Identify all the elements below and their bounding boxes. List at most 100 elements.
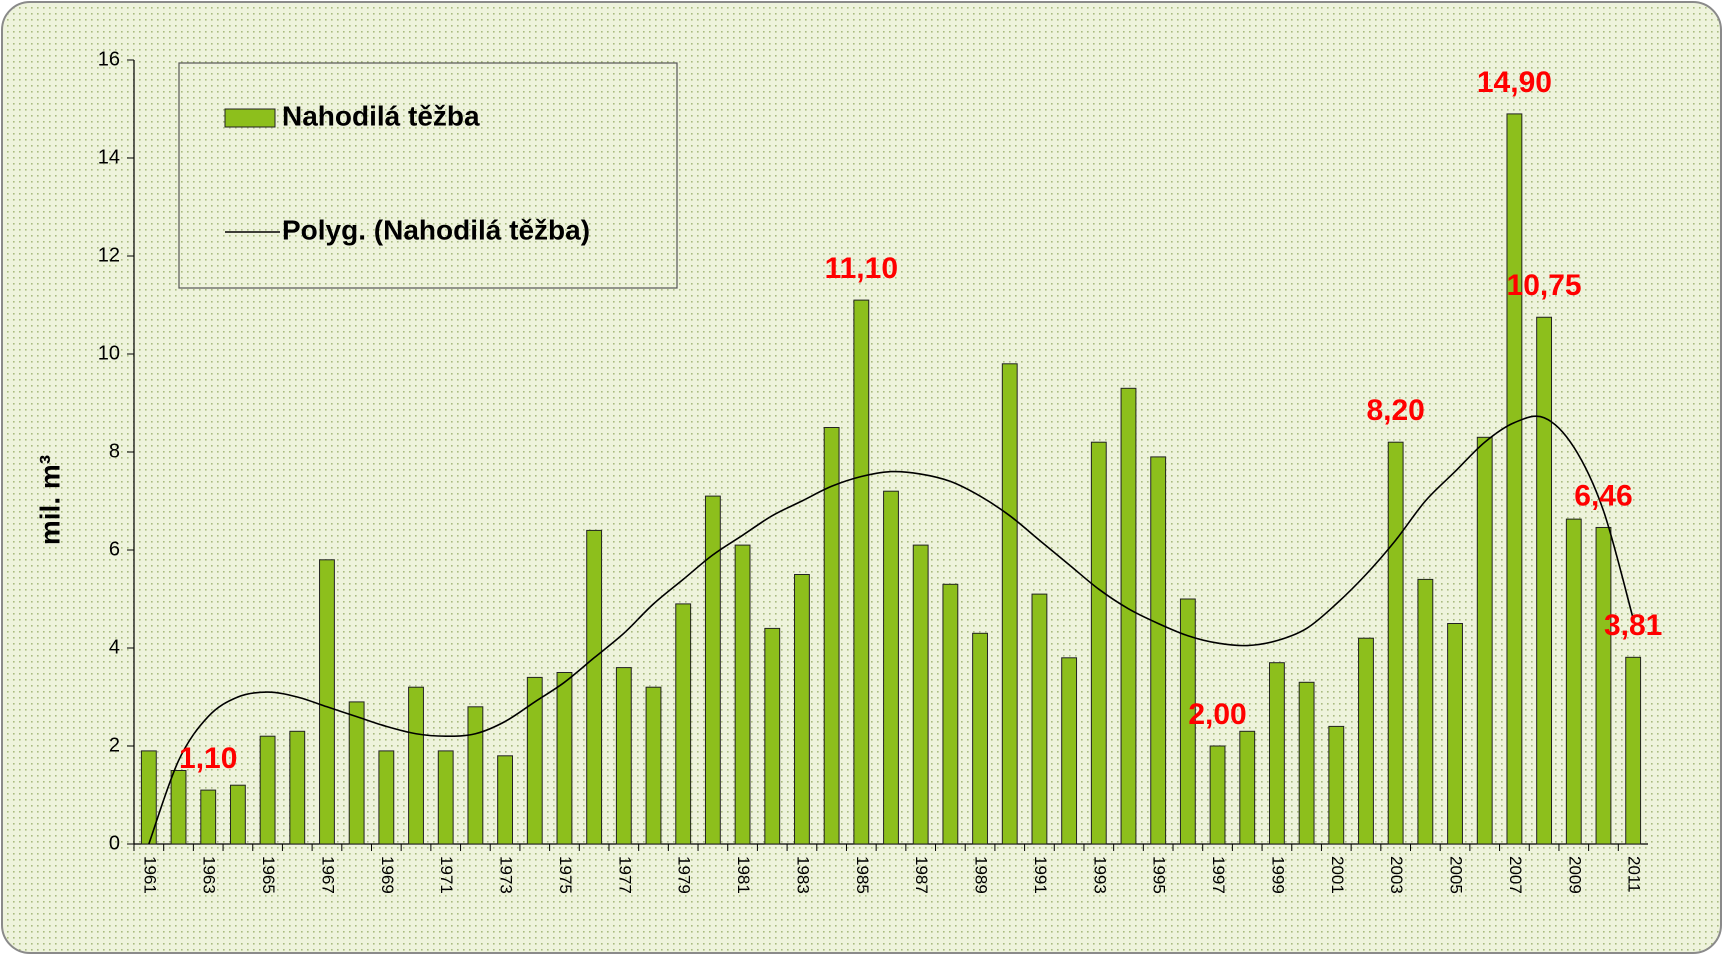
bar [734,544,751,845]
x-tick-label: 1987 [912,856,931,894]
y-tick-label: 14 [98,146,120,168]
x-tick-label: 1969 [378,856,397,894]
bar [467,706,484,845]
bar [1120,387,1137,845]
legend-label: Polyg. (Nahodilá těžba) [282,214,590,245]
bar [348,701,365,845]
bar [1476,436,1493,845]
x-tick-label: 2009 [1565,856,1584,894]
bar [1298,681,1315,845]
data-label: 3,81 [1604,609,1662,642]
bar [586,529,603,845]
data-label: 10,75 [1507,269,1582,302]
x-tick-label: 2003 [1387,856,1406,894]
bar [556,672,573,845]
x-tick-label: 2011 [1625,856,1644,893]
bar [1447,623,1463,845]
y-tick-label: 2 [109,734,120,756]
x-tick-label: 1977 [615,856,634,894]
bar [1595,526,1612,845]
bar [1417,578,1434,845]
bar [259,735,276,845]
bar [1239,730,1256,845]
y-tick-label: 16 [98,48,120,70]
bar [1031,593,1048,845]
y-tick-label: 4 [109,636,120,658]
x-tick-label: 2005 [1447,856,1466,894]
x-tick-label: 1965 [259,856,278,894]
x-tick-label: 1981 [734,856,753,894]
x-tick-label: 1975 [556,856,575,894]
bar [1179,598,1196,845]
bar [1358,637,1374,845]
bar [972,632,988,845]
x-tick-label: 1991 [1031,856,1050,894]
bar [497,755,513,845]
bar [615,667,632,845]
trend-line [148,415,1634,845]
data-label: 2,00 [1188,698,1246,731]
bar [229,784,246,845]
bar [853,299,870,845]
y-tick-label: 8 [109,440,120,462]
x-tick-label: 1997 [1209,856,1228,894]
bar [883,490,899,845]
bar [942,583,959,845]
bar [1090,441,1107,845]
bar [289,730,306,845]
bar [437,750,454,845]
bar [704,495,721,845]
bar [645,686,662,845]
bar [1001,363,1018,845]
legend-label: Nahodilá těžba [282,100,480,131]
x-tick-label: 1989 [972,856,991,894]
x-tick-label: 1999 [1268,856,1287,894]
bar [378,750,395,845]
data-label: 11,10 [825,252,898,285]
bar [408,686,424,845]
bar [200,789,217,845]
bar [1625,656,1642,845]
bar [1328,725,1345,845]
x-tick-label: 1971 [437,856,456,894]
bar [170,770,187,845]
x-tick-label: 1985 [853,856,872,894]
legend-swatch [224,108,276,128]
data-label: 1,10 [179,742,237,775]
x-tick-label: 2001 [1328,856,1347,894]
y-axis-title: mil. m³ [34,455,65,545]
bar [794,574,810,845]
x-tick-label: 1973 [497,856,516,894]
x-tick-label: 1983 [793,856,812,894]
x-tick-label: 1979 [675,856,694,894]
bar [1387,441,1404,845]
x-tick-label: 1961 [140,856,159,894]
x-tick-label: 1963 [200,856,219,894]
bar [1565,518,1582,845]
data-label: 8,20 [1366,394,1424,427]
x-tick-label: 1993 [1090,856,1109,894]
legend-box [178,62,678,289]
y-tick-label: 0 [109,832,120,854]
x-tick-label: 1967 [318,856,337,894]
bar [1209,745,1226,845]
bar [912,544,929,845]
y-tick-label: 12 [98,244,120,266]
bar [764,627,781,845]
bar [675,603,692,845]
bar [1536,316,1553,845]
bar [1506,113,1523,845]
bar [319,559,335,845]
x-tick-label: 1995 [1150,856,1169,894]
bar [1150,456,1167,845]
x-tick-label: 2007 [1506,856,1525,894]
bar [823,427,840,845]
y-tick-label: 6 [109,538,120,560]
data-label: 6,46 [1574,479,1632,512]
y-tick-label: 10 [98,342,120,364]
bar [1269,662,1285,845]
bar [1061,657,1078,845]
bar [526,676,543,845]
data-label: 14,90 [1477,66,1552,99]
